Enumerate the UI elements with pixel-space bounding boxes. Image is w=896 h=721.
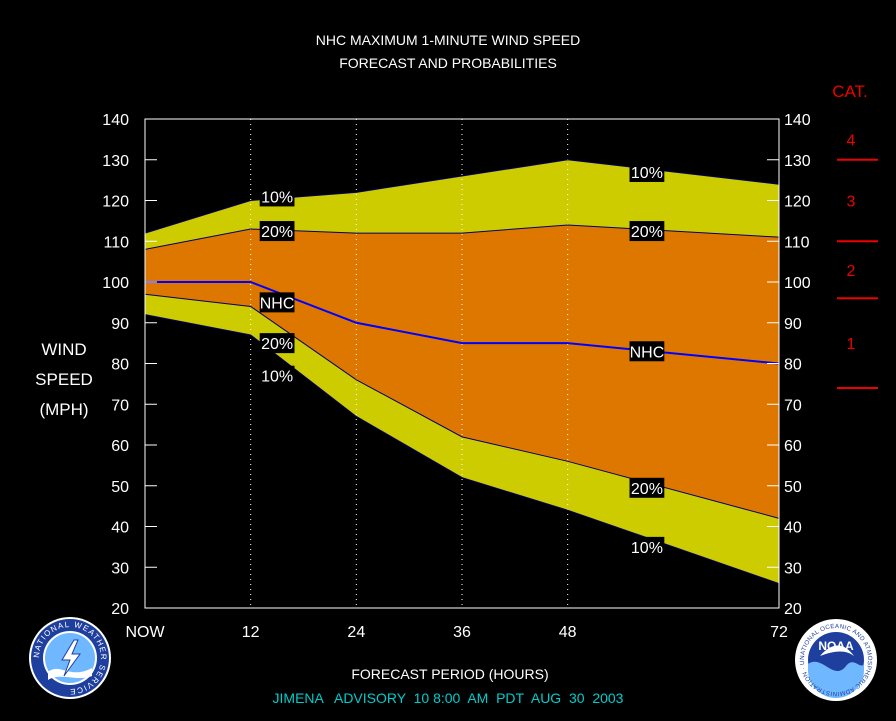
y-tick-label-right: 60 [784, 438, 802, 455]
x-tick-label: 12 [242, 624, 260, 641]
series-label-text: NHC [260, 295, 295, 312]
series-label-text: 20% [631, 481, 663, 498]
series-label: NHC [629, 341, 665, 362]
category-level-label: 1 [847, 336, 856, 353]
band-20-percent [145, 224, 779, 519]
y-tick-label-left: 80 [111, 357, 129, 374]
nhc-forecast-line [145, 281, 780, 365]
upper-10-line [144, 159, 780, 234]
x-axis-label: FORECAST PERIOD (HOURS) [351, 666, 548, 682]
x-tick-label: 24 [347, 624, 365, 641]
series-label-text: 10% [631, 165, 663, 182]
series-label-text: 20% [631, 224, 663, 241]
y-tick-label-right: 90 [784, 316, 802, 333]
category-scale: CAT. 4 3 2 1 [832, 82, 878, 389]
y-tick-label-right: 20 [784, 601, 802, 618]
series-label: 20% [629, 477, 665, 498]
category-level-label: 3 [847, 194, 856, 211]
y-tick-label-right: 50 [784, 479, 802, 496]
x-tick-label: 48 [559, 624, 577, 641]
y-tick-label-left: 120 [102, 194, 129, 211]
series-label-bg [259, 186, 295, 207]
series-label-bg [629, 477, 665, 498]
y-tick-label-right: 80 [784, 357, 802, 374]
series-label-text: 10% [631, 540, 663, 557]
series-label-bg [629, 341, 665, 362]
category-level-label: 2 [847, 263, 856, 280]
noaa-logo: NOAA NATIONAL OCEANIC AND ATMOSPHERIC AD… [795, 619, 877, 701]
y-tick-label-left: 110 [103, 234, 129, 251]
y-axis-label: WIND SPEED (MPH) [35, 340, 93, 419]
y-axis-label-line-3: (MPH) [39, 400, 88, 419]
y-tick-label-right: 100 [784, 275, 811, 292]
series-label-bg [259, 221, 295, 242]
y-tick-label-right: 30 [784, 560, 802, 577]
chart-title: NHC MAXIMUM 1-MINUTE WIND SPEED [316, 32, 580, 48]
chart-subtitle: FORECAST AND PROBABILITIES [339, 55, 557, 71]
series-label-text: NHC [630, 344, 665, 361]
plot-area: 20 20 30 30 40 40 50 50 60 60 70 70 80 80 90 90 100 100 11… [102, 112, 811, 641]
upper-20-line [144, 224, 780, 250]
y-axis-label-line-1: WIND [41, 340, 86, 359]
series-label: 20% [259, 221, 295, 242]
series-label-text: 20% [261, 224, 293, 241]
series-label-bg [259, 333, 295, 354]
x-tick-label: 72 [770, 624, 788, 641]
series-label: 10% [629, 161, 665, 182]
y-tick-label-right: 120 [784, 194, 811, 211]
y-tick-label-left: 30 [111, 560, 129, 577]
series-label-bg [259, 292, 295, 313]
y-tick-label-left: 20 [111, 601, 129, 618]
y-tick-label-left: 50 [111, 479, 129, 496]
y-tick-label-right: 130 [784, 153, 811, 170]
x-tick-label: NOW [125, 624, 165, 641]
nws-logo: NATIONAL WEATHER SERVICE [29, 617, 111, 699]
x-tick-label: 36 [453, 624, 471, 641]
series-label: 10% [629, 536, 665, 557]
lower-10-line [144, 314, 780, 585]
y-tick-label-left: 90 [111, 316, 129, 333]
y-tick-label-left: 60 [111, 438, 129, 455]
series-label-text: 20% [261, 336, 293, 353]
lower-20-line [144, 293, 780, 519]
series-label-bg [629, 221, 665, 242]
series-label-text: 10% [261, 189, 293, 206]
series-label-text: 10% [261, 369, 293, 386]
series-label-bg [259, 365, 295, 386]
category-title: CAT. [832, 82, 868, 101]
series-label: 10% [259, 365, 295, 386]
series-label: 10% [259, 186, 295, 207]
y-tick-label-left: 40 [111, 520, 129, 537]
series-label: 20% [259, 333, 295, 354]
y-tick-label-right: 40 [784, 520, 802, 537]
y-tick-label-left: 70 [111, 397, 129, 414]
y-tick-label-left: 130 [102, 153, 129, 170]
advisory-footer: JIMENA ADVISORY 10 8:00 AM PDT AUG 30 20… [273, 690, 624, 706]
y-tick-label-right: 140 [784, 112, 811, 129]
noaa-logo-text: NOAA [818, 639, 854, 653]
series-label: NHC [259, 292, 295, 313]
y-tick-label-left: 100 [102, 275, 129, 292]
y-axis-label-line-2: SPEED [35, 370, 93, 389]
series-label-bg [629, 536, 665, 557]
series-label-bg [629, 161, 665, 182]
y-tick-label-right: 110 [784, 234, 810, 251]
y-tick-label-right: 70 [784, 397, 802, 414]
series-label: 20% [629, 221, 665, 242]
y-tick-label-left: 140 [102, 112, 129, 129]
category-level-label: 4 [847, 132, 856, 149]
